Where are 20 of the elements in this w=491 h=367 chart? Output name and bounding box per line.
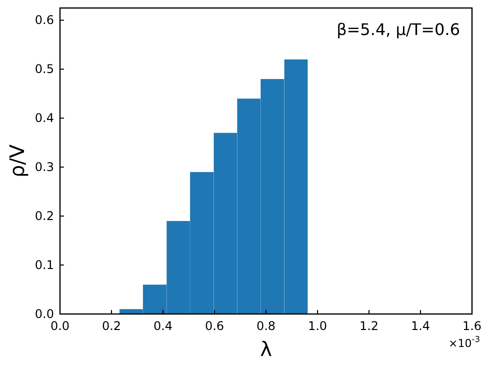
x-tick-label: 1.4	[410, 319, 430, 333]
text: ×10$^{-3}$	[448, 334, 480, 350]
y-axis-title: ρ/V	[5, 144, 29, 178]
x-tick-label: 1.6	[462, 319, 482, 333]
y-tick-label: 0.0	[34, 307, 54, 321]
annotation: β=5.4, μ/T=0.6	[336, 20, 460, 39]
x-axis-title: λ	[260, 337, 272, 361]
x-tick-label: 0.6	[204, 319, 224, 333]
x-tick-label: 0.8	[256, 319, 276, 333]
y-tick-label: 0.1	[34, 258, 54, 272]
x-tick-label: 1.0	[308, 319, 328, 333]
x-tick-label: 0.2	[102, 319, 122, 333]
y-tick-label: 0.6	[34, 13, 54, 28]
y-tick-label: 0.3	[34, 160, 54, 174]
y-tick-label: 0.5	[34, 62, 54, 76]
x-tick-label: 0.0	[50, 319, 70, 333]
x-tick-label: 1.2	[359, 319, 379, 333]
y-tick-label: 0.2	[34, 209, 54, 224]
x-tick-label: 0.4	[153, 319, 173, 333]
y-tick-label: 0.4	[34, 111, 54, 126]
